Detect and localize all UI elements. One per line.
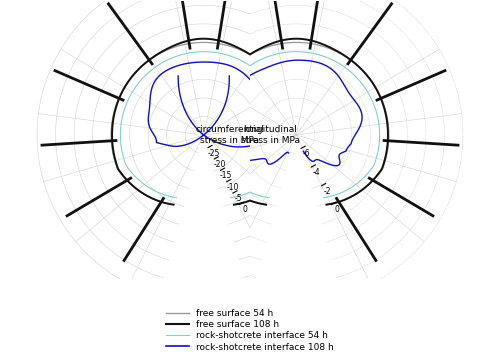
Text: circumferential
stress in MPa: circumferential stress in MPa: [196, 125, 264, 145]
Text: -15: -15: [220, 171, 232, 180]
Text: -4: -4: [313, 168, 320, 177]
Text: -20: -20: [214, 160, 226, 169]
Text: -10: -10: [226, 183, 238, 192]
Text: 0: 0: [335, 205, 340, 214]
Text: -5: -5: [235, 194, 242, 203]
Text: -25: -25: [208, 149, 220, 158]
Text: 0: 0: [242, 205, 248, 214]
Text: -6: -6: [303, 149, 310, 158]
Legend: free surface 54 h, free surface 108 h, rock-shotcrete interface 54 h, rock-shotc: free surface 54 h, free surface 108 h, r…: [164, 307, 336, 353]
Text: longitudinal
stress in MPa: longitudinal stress in MPa: [241, 125, 300, 145]
Text: -2: -2: [324, 187, 331, 195]
